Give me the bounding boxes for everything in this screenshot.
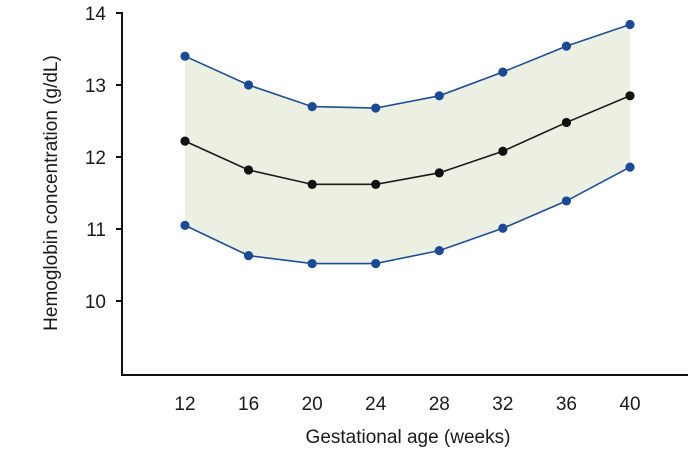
data-point-mean <box>434 168 444 178</box>
x-tick-label: 12 <box>174 394 195 415</box>
x-tick-label: 32 <box>492 394 513 415</box>
x-tick-label: 28 <box>429 394 450 415</box>
data-point-lower <box>434 246 444 256</box>
y-axis-title: Hemoglobin concentration (g/dL) <box>41 55 62 331</box>
data-point-mean <box>625 91 635 101</box>
data-point-upper <box>307 102 317 112</box>
series-line-lower <box>184 166 631 265</box>
x-axis-title: Gestational age (weeks) <box>306 427 511 448</box>
x-tick-label: 24 <box>365 394 387 415</box>
data-point-upper <box>180 51 190 61</box>
series-line-mean <box>184 95 631 186</box>
data-point-mean <box>371 179 381 189</box>
y-tick-label: 11 <box>86 220 106 241</box>
data-point-lower <box>561 196 572 206</box>
data-point-lower <box>498 223 508 233</box>
data-point-mean <box>180 136 190 146</box>
data-point-upper <box>371 103 381 113</box>
y-tick-label: 14 <box>85 4 107 25</box>
data-point-mean <box>243 165 254 175</box>
data-point-mean <box>498 146 508 156</box>
data-point-lower <box>625 162 635 172</box>
x-tick-label: 20 <box>302 394 323 415</box>
y-tick-label: 13 <box>85 76 106 97</box>
data-point-upper <box>625 19 635 30</box>
shaded-range-band <box>185 24 630 264</box>
data-point-lower <box>307 258 317 269</box>
data-point-upper <box>561 41 572 51</box>
data-point-mean <box>307 179 317 189</box>
data-point-upper <box>243 80 254 90</box>
data-point-lower <box>243 251 254 261</box>
data-point-lower <box>371 258 381 269</box>
x-tick-label: 36 <box>556 394 577 415</box>
x-tick-label: 40 <box>619 394 640 415</box>
data-point-upper <box>434 91 444 101</box>
y-tick-label: 10 <box>85 292 106 313</box>
series-line-upper <box>184 23 631 109</box>
x-tick-label: 16 <box>238 394 259 415</box>
data-point-mean <box>561 117 572 128</box>
y-tick-label: 12 <box>85 148 106 169</box>
data-point-upper <box>498 67 508 77</box>
data-point-lower <box>180 220 190 230</box>
